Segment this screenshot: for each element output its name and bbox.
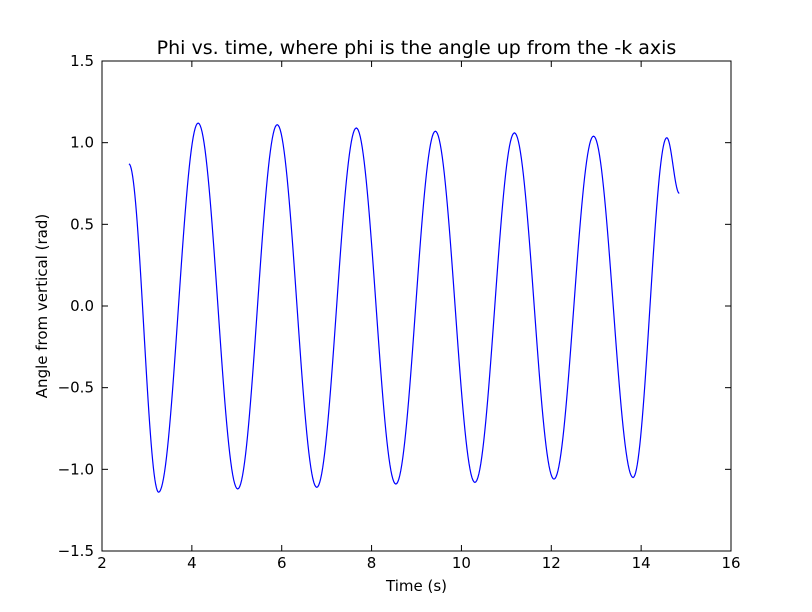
- x-tick-label: 16: [721, 554, 740, 572]
- y-tick-label: −1.5: [58, 542, 94, 560]
- y-tick-label: 0.5: [70, 215, 94, 233]
- y-tick-label: 1.0: [70, 134, 94, 152]
- y-tick-label: 0.0: [70, 297, 94, 315]
- plot-frame: [101, 60, 732, 552]
- x-tick-label: 8: [367, 554, 377, 572]
- x-axis-label: Time (s): [385, 577, 447, 595]
- x-tick-label: 14: [632, 554, 651, 572]
- chart-title: Phi vs. time, where phi is the angle up …: [157, 37, 677, 59]
- x-tick-label: 4: [187, 554, 197, 572]
- x-tick-label: 10: [452, 554, 471, 572]
- y-tick-label: −1.0: [58, 460, 94, 478]
- y-axis-label: Angle from vertical (rad): [33, 214, 51, 398]
- y-tick-label: 1.5: [70, 52, 94, 70]
- x-tick-label: 12: [542, 554, 561, 572]
- series-line: [128, 122, 680, 493]
- x-tick-label: 6: [277, 554, 287, 572]
- y-tick-label: −0.5: [58, 379, 94, 397]
- x-tick-label: 2: [97, 554, 107, 572]
